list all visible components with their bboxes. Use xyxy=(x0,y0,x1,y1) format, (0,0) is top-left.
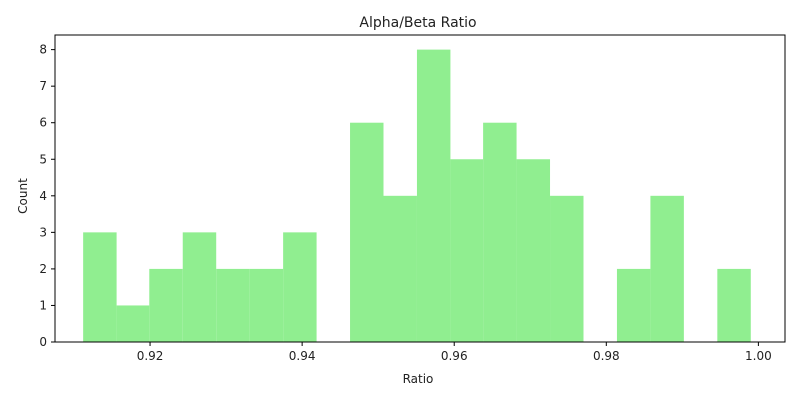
histogram-bar-13 xyxy=(516,159,551,342)
histogram-bar-14 xyxy=(550,195,584,342)
y-tick-label: 2 xyxy=(39,262,47,276)
x-tick-label: 0.92 xyxy=(137,349,164,363)
histogram-bar-4 xyxy=(216,268,250,342)
y-tick-label: 1 xyxy=(39,298,47,312)
y-tick-label: 4 xyxy=(39,189,47,203)
y-tick-label: 0 xyxy=(39,335,47,349)
x-tick-label: 0.94 xyxy=(289,349,316,363)
y-tick-label: 3 xyxy=(39,225,47,239)
histogram-bar-17 xyxy=(650,195,684,342)
plot-frame xyxy=(54,34,786,343)
y-axis-label: Count xyxy=(16,178,30,214)
y-tick-label: 7 xyxy=(39,79,47,93)
x-tick-label: 0.96 xyxy=(441,349,468,363)
histogram-bar-8 xyxy=(350,122,384,343)
histogram-bar-19 xyxy=(717,268,751,342)
histogram-bar-3 xyxy=(182,232,217,342)
histogram-bar-10 xyxy=(416,49,451,343)
histogram-bar-12 xyxy=(483,122,517,343)
histogram-bar-16 xyxy=(616,268,651,342)
y-axis-ticks: 0 1 2 3 4 5 6 7 8 xyxy=(39,43,55,349)
histogram-bar-6 xyxy=(283,232,317,342)
x-axis-ticks: 0.92 0.94 0.96 0.98 1.00 xyxy=(137,342,772,363)
x-axis-label: Ratio xyxy=(403,372,434,386)
x-tick-label: 1.00 xyxy=(745,349,772,363)
histogram-bar-0 xyxy=(83,232,117,342)
histogram-bar-2 xyxy=(149,268,183,342)
y-tick-label: 6 xyxy=(39,116,47,130)
chart-title: Alpha/Beta Ratio xyxy=(359,15,476,31)
x-tick-label: 0.98 xyxy=(593,349,620,363)
histogram-bar-11 xyxy=(450,159,484,342)
histogram-bar-5 xyxy=(249,268,284,342)
y-tick-label: 8 xyxy=(39,43,47,57)
bars-group xyxy=(83,49,751,343)
histogram-bar-9 xyxy=(383,195,417,342)
y-tick-label: 5 xyxy=(39,152,47,166)
histogram-bar-1 xyxy=(116,305,150,342)
